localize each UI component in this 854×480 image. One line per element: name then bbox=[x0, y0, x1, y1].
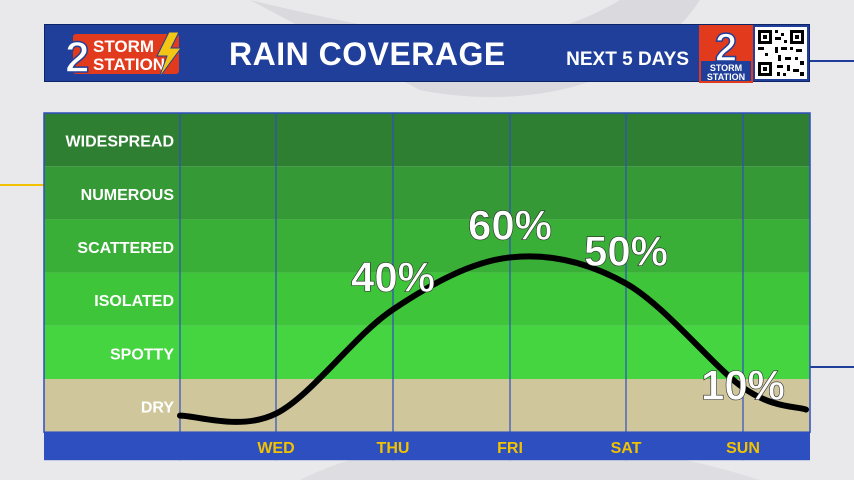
data-label-sat: 50% bbox=[584, 227, 668, 274]
data-point-sun bbox=[741, 385, 745, 390]
edge-line-right-bottom bbox=[810, 366, 854, 368]
page-title: RAIN COVERAGE bbox=[229, 36, 506, 72]
logo-number: 2 bbox=[65, 33, 89, 80]
band-widespread bbox=[44, 113, 810, 167]
header-bar: 2 STORM STATION RAIN COVERAGE NEXT 5 DAY… bbox=[44, 24, 810, 83]
y-label-scattered: SCATTERED bbox=[77, 240, 174, 257]
data-point-sat bbox=[624, 281, 628, 286]
x-axis-bar bbox=[44, 432, 810, 461]
x-label-sat: SAT bbox=[611, 440, 642, 457]
data-label-sun: 10% bbox=[701, 362, 785, 409]
qr-code-icon[interactable] bbox=[755, 27, 807, 79]
x-label-wed: WED bbox=[257, 440, 294, 457]
y-label-isolated: ISOLATED bbox=[94, 293, 174, 310]
storm-station-logo: 2 STORM STATION bbox=[64, 31, 182, 80]
y-label-dry: DRY bbox=[141, 400, 175, 417]
data-point-thu bbox=[391, 307, 395, 312]
x-label-fri: FRI bbox=[497, 440, 523, 457]
data-point-wed bbox=[274, 411, 278, 416]
badge-number: 2 bbox=[715, 26, 737, 70]
y-label-numerous: NUMEROUS bbox=[81, 187, 175, 204]
band-isolated bbox=[44, 272, 810, 326]
logo-word-station: STATION bbox=[93, 55, 165, 74]
y-label-widespread: WIDESPREAD bbox=[66, 134, 174, 151]
band-scattered bbox=[44, 219, 810, 273]
band-numerous bbox=[44, 166, 810, 220]
data-label-thu: 40% bbox=[351, 253, 435, 300]
badge-word-station: STATION bbox=[707, 72, 745, 82]
x-label-thu: THU bbox=[377, 440, 410, 457]
forecast-range-label: NEXT 5 DAYS bbox=[566, 49, 689, 70]
data-point-fri bbox=[508, 255, 512, 260]
station-badge-logo: 2 STORM STATION bbox=[699, 25, 753, 83]
band-spotty bbox=[44, 325, 810, 379]
band-dry bbox=[44, 379, 810, 433]
y-label-spotty: SPOTTY bbox=[110, 346, 174, 363]
x-label-sun: SUN bbox=[726, 440, 760, 457]
badge-word-storm: STORM bbox=[710, 63, 742, 73]
edge-line-left bbox=[0, 184, 44, 186]
logo-word-storm: STORM bbox=[93, 37, 154, 56]
data-label-fri: 60% bbox=[468, 201, 552, 248]
edge-line-right-top bbox=[810, 60, 854, 62]
